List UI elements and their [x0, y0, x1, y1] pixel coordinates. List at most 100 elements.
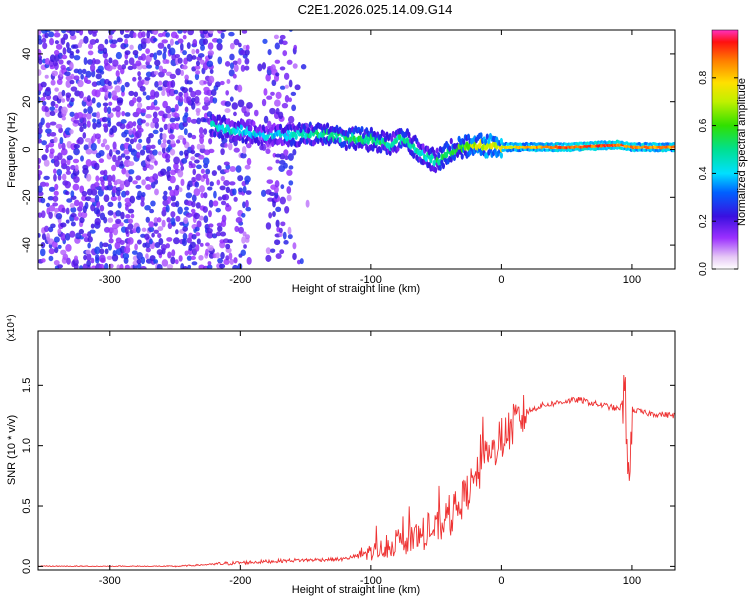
spectrogram-cell: [108, 34, 113, 40]
spectrogram-cell: [224, 142, 228, 148]
spectrogram-cell: [115, 189, 121, 197]
spectrogram-cell: [70, 86, 78, 92]
spectrogram-cell: [60, 222, 67, 228]
spectrogram-cell: [195, 173, 202, 181]
spectrogram-cell: [192, 39, 198, 47]
spectrogram-cell: [132, 127, 137, 136]
spectrogram-cell: [109, 231, 113, 239]
spectrogram-cell: [114, 85, 122, 93]
spectrogram-cell: [66, 41, 70, 49]
spectrogram-cell: [266, 179, 274, 184]
spectrogram-cell: [56, 168, 63, 176]
spectrogram-cell: [199, 185, 205, 193]
spectrogram-cell: [124, 226, 129, 235]
spectrogram-cell: [169, 38, 174, 46]
spectrogram-cell: [195, 244, 200, 252]
spectrogram-cell: [163, 46, 167, 54]
spectrogram-cell: [229, 42, 235, 50]
spectrogram-cell: [140, 53, 147, 61]
spectrogram-cell: [50, 79, 56, 86]
spectrogram-cell: [101, 116, 108, 123]
spectrogram-cell: [124, 81, 130, 88]
spectrogram-ridge-cell: [338, 136, 342, 144]
spectrogram-ridge-cell: [252, 120, 256, 128]
spectrogram-cell: [194, 159, 200, 164]
spectrogram-cell: [275, 206, 282, 213]
spectrogram-cell: [148, 164, 154, 170]
spectrogram-cell: [85, 70, 92, 78]
spectrogram-cell: [69, 30, 76, 37]
spectrogram-cell: [48, 186, 56, 192]
spectrogram-cell: [87, 105, 93, 114]
spectrogram-cell: [244, 49, 250, 56]
spectrogram-cell: [142, 91, 147, 96]
spectrogram-cell: [157, 138, 162, 145]
spectrogram-cell: [235, 216, 243, 224]
spectrogram-cell: [124, 202, 132, 207]
spectrogram-cell: [229, 258, 234, 265]
spectrogram-cell: [81, 233, 89, 238]
spectrogram-cell: [268, 212, 273, 219]
spectrogram-cell: [263, 115, 269, 124]
spectrogram-ridge-cell: [286, 128, 290, 136]
spectrogram-cell: [140, 200, 145, 207]
spectrogram-cell: [49, 148, 55, 155]
spectrogram-cell: [205, 177, 210, 186]
spectrogram-cell: [288, 180, 294, 186]
spectrogram-cell: [278, 231, 283, 238]
spectrogram-cell: [198, 133, 205, 139]
spectrogram-ridge-cell: [434, 166, 438, 174]
spectrogram-cell: [38, 169, 43, 176]
spectrogram-cell: [186, 53, 193, 62]
spectrogram-cell: [198, 215, 205, 221]
spectrogram-cell: [166, 139, 172, 145]
spectrogram-cell: [38, 185, 43, 193]
spectrogram-cell: [123, 33, 131, 39]
spectrogram-cell: [241, 236, 246, 244]
spectrogram-cell: [41, 154, 48, 161]
spectrogram-cell: [284, 155, 289, 161]
spectrogram-cell: [99, 263, 105, 269]
spectrogram-cell: [38, 164, 41, 170]
spectrogram-cell: [279, 153, 286, 160]
spectrogram-cell: [191, 134, 197, 140]
spectrogram-cell: [163, 190, 168, 196]
spectrogram-cell: [173, 237, 180, 245]
spectrogram-cell: [150, 144, 156, 150]
spectrogram-cell: [82, 164, 89, 171]
spectrogram-cell: [196, 238, 201, 245]
spectrogram-cell: [45, 122, 51, 129]
spectrogram-ridge-cell: [435, 147, 439, 154]
spectrogram-cell: [44, 57, 50, 65]
spectrogram-cell: [292, 149, 297, 156]
spectrogram-cell: [216, 179, 221, 186]
spectrogram-cell: [152, 117, 160, 124]
spectrogram-cell: [173, 162, 179, 170]
spectrogram-cell: [77, 136, 84, 145]
spectrogram-cell: [278, 227, 283, 234]
spectrogram-cell: [175, 229, 179, 235]
spectrogram-cell: [87, 50, 94, 56]
spectrogram-cell: [44, 74, 49, 79]
spectrogram-cell: [112, 30, 117, 33]
spectrogram-cell: [221, 214, 227, 223]
spectrogram-cell: [154, 59, 161, 67]
spectrogram-cell: [128, 57, 135, 66]
spectrogram-cell: [182, 34, 187, 40]
x-tick-label: -200: [229, 575, 251, 587]
spectrogram-cell: [38, 138, 43, 144]
spectrogram-ridge-cell: [250, 138, 254, 145]
spectrogram-cell: [190, 156, 196, 161]
spectrogram-cell: [87, 236, 93, 243]
spectrogram-cell: [79, 265, 84, 269]
spectrogram-cell: [74, 164, 79, 172]
spectrogram-cell: [63, 33, 69, 40]
spectrogram-ridge-cell: [390, 135, 394, 143]
spectrogram-cell: [244, 234, 250, 240]
spectrogram-cell: [90, 257, 95, 264]
spectrogram-cell: [64, 232, 71, 241]
spectrogram-cell: [135, 226, 141, 234]
spectrogram-cell: [208, 210, 212, 218]
bottom-y-axis-label: SNR (10 * v/v): [6, 415, 18, 485]
